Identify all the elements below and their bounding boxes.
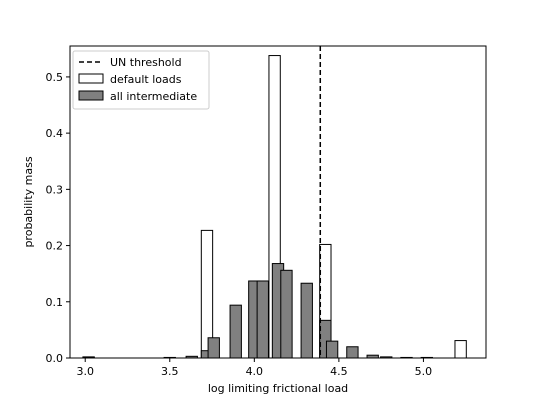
x-axis-ticks: 3.0 3.5 4.0 4.5 5.0 <box>76 358 432 378</box>
y-tick-label: 0.2 <box>46 240 64 253</box>
all-intermediate-bar-5 <box>229 304 242 359</box>
legend-swatch-default-loads <box>78 73 104 84</box>
y-tick-label: 0.0 <box>46 352 64 365</box>
x-tick-label: 4.5 <box>330 365 348 378</box>
all-intermediate-bars <box>82 263 433 359</box>
all-intermediate-bar-7 <box>256 280 269 359</box>
default-loads-bars <box>82 55 467 359</box>
plot-frame <box>69 45 487 359</box>
default-loads-bar-4 <box>454 340 467 359</box>
y-axis-ticks: 0.0 0.1 0.2 0.3 0.4 0.5 <box>46 71 70 365</box>
all-intermediate-bar-4 <box>207 337 220 359</box>
all-intermediate-bar-10 <box>300 282 313 359</box>
y-tick-label: 0.5 <box>46 71 64 84</box>
legend-swatch-all-intermediate <box>78 90 104 101</box>
legend-label-all-intermediate: all intermediate <box>110 90 197 103</box>
y-axis-label: probability mass <box>22 156 35 247</box>
x-tick-label: 3.5 <box>161 365 179 378</box>
legend-label-default-loads: default loads <box>110 73 182 86</box>
x-axis-label: log limiting frictional load <box>208 382 348 395</box>
all-intermediate-bar-12 <box>325 340 339 359</box>
y-tick-label: 0.1 <box>46 296 64 309</box>
y-tick-label: 0.4 <box>46 127 64 140</box>
all-intermediate-bar-9 <box>280 269 293 359</box>
y-tick-label: 0.3 <box>46 183 64 196</box>
x-tick-label: 3.0 <box>76 365 94 378</box>
x-tick-label: 4.0 <box>246 365 264 378</box>
x-tick-label: 5.0 <box>415 365 433 378</box>
legend-box <box>72 50 210 110</box>
all-intermediate-bar-13 <box>346 346 359 359</box>
legend: UN threshold default loads all intermedi… <box>72 50 210 110</box>
legend-label-un-threshold: UN threshold <box>110 56 182 69</box>
